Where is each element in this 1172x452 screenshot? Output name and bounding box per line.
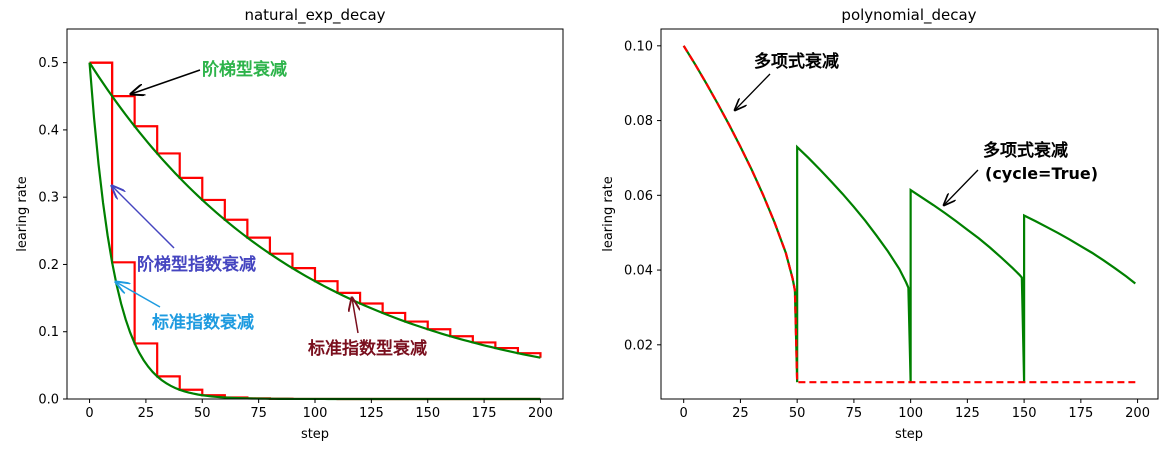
x-tick-label: 0 xyxy=(680,406,688,421)
x-tick-label: 200 xyxy=(1125,406,1150,421)
annotation-arrow xyxy=(116,282,161,308)
annotation-staircase-exp-decay: 阶梯型指数衰减 xyxy=(137,254,256,275)
polynomial-decay-chart: polynomial_decay 0 25 50 75 100 125 150 175 200 … xyxy=(601,6,1159,442)
annotation-arrow xyxy=(735,73,771,110)
y-ticks: 0.02 0.04 0.06 0.08 0.10 xyxy=(624,39,661,353)
annotation-standard-exp-type-decay: 标准指数型衰减 xyxy=(308,338,427,359)
x-tick-label: 25 xyxy=(138,406,155,421)
dashed-series-line xyxy=(682,45,1136,384)
x-tick-label: 200 xyxy=(528,406,553,421)
cyclic-series-line xyxy=(682,45,1136,383)
x-tick-label: 125 xyxy=(359,406,384,421)
x-axis-label: step xyxy=(895,427,923,442)
chart-title: polynomial_decay xyxy=(841,6,976,25)
x-tick-label: 150 xyxy=(1012,406,1037,421)
x-tick-label: 75 xyxy=(846,406,863,421)
annotation-standard-exp-decay: 标准指数衰减 xyxy=(152,312,254,333)
y-tick-label: 0.4 xyxy=(38,123,59,138)
natural-exp-decay-chart: natural_exp_decay 0 25 50 75 100 125 150 175 200… xyxy=(15,6,564,442)
x-tick-label: 100 xyxy=(898,406,923,421)
y-tick-label: 0.0 xyxy=(38,393,59,408)
chart-title: natural_exp_decay xyxy=(244,6,385,25)
x-tick-label: 175 xyxy=(1068,406,1093,421)
x-tick-label: 50 xyxy=(789,406,806,421)
annotation-cycle-true: (cycle=True) xyxy=(985,164,1098,183)
x-tick-label: 25 xyxy=(732,406,749,421)
annotation-arrow xyxy=(944,169,979,205)
y-axis-label: learing rate xyxy=(15,176,30,252)
x-tick-label: 100 xyxy=(303,406,328,421)
y-tick-label: 0.08 xyxy=(624,114,653,129)
plot-frame xyxy=(660,28,1159,400)
annotation-polynomial-decay: 多项式衰减 xyxy=(754,51,839,72)
y-ticks: 0.0 0.1 0.2 0.3 0.4 0.5 xyxy=(38,56,67,408)
annotation-arrow xyxy=(112,186,175,249)
y-tick-label: 0.10 xyxy=(624,39,653,54)
y-tick-label: 0.02 xyxy=(624,338,653,353)
annotation-polynomial-decay-cycle: 多项式衰减 xyxy=(983,140,1068,161)
y-tick-label: 0.04 xyxy=(624,264,653,279)
y-tick-label: 0.2 xyxy=(38,258,59,273)
annotation-step-decay: 阶梯型衰减 xyxy=(202,59,287,80)
y-tick-label: 0.06 xyxy=(624,189,653,204)
x-tick-label: 0 xyxy=(85,406,93,421)
x-tick-label: 50 xyxy=(194,406,211,421)
x-tick-label: 125 xyxy=(955,406,980,421)
x-ticks: 0 25 50 75 100 125 150 175 200 xyxy=(85,399,553,421)
y-tick-label: 0.1 xyxy=(38,325,59,340)
x-ticks: 0 25 50 75 100 125 150 175 200 xyxy=(680,399,1150,421)
x-axis-label: step xyxy=(301,427,329,442)
x-tick-label: 150 xyxy=(415,406,440,421)
annotation-arrow xyxy=(352,298,358,334)
x-tick-label: 75 xyxy=(250,406,267,421)
x-tick-label: 175 xyxy=(472,406,497,421)
smooth-series-line xyxy=(88,62,541,359)
series-group xyxy=(682,45,1136,384)
y-axis-label: learing rate xyxy=(601,176,616,252)
y-tick-label: 0.5 xyxy=(38,56,59,71)
y-tick-label: 0.3 xyxy=(38,191,59,206)
annotation-arrow xyxy=(131,69,201,94)
